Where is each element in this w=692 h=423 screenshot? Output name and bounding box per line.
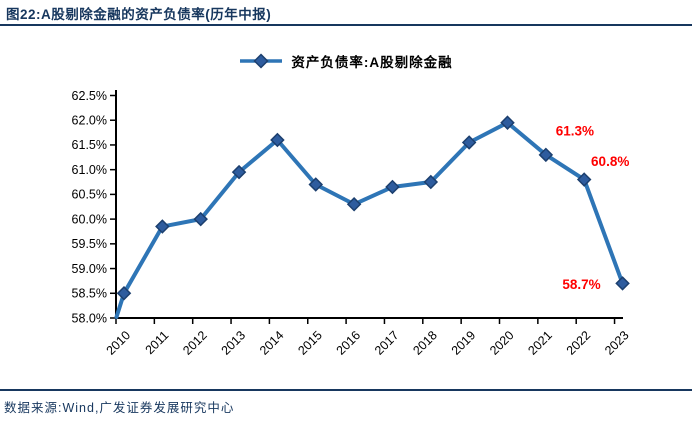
legend-line-marker-icon [240, 53, 283, 69]
y-axis-tick-label: 59.5% [72, 237, 107, 251]
x-axis-tick-label: 2023 [602, 328, 632, 358]
x-axis-tick-label: 2019 [449, 328, 479, 358]
y-axis-tick-label: 62.0% [72, 114, 107, 128]
x-axis-tick-label: 2012 [180, 328, 210, 358]
data-point-marker [538, 147, 554, 163]
x-axis-tick-label: 2015 [295, 328, 325, 358]
x-axis-tick-label: 2017 [372, 328, 402, 358]
footer-divider [0, 389, 692, 391]
data-point-marker [615, 276, 630, 291]
y-axis-tick-label: 58.5% [72, 287, 107, 301]
x-axis-tick-label: 2016 [334, 328, 364, 358]
legend-series-label: 资产负债率:A股剔除金融 [291, 55, 453, 70]
figure-title: 图22:A股剔除金融的资产负债率(历年中报) [6, 7, 272, 22]
data-source-note: 数据来源:Wind,广发证券发展研究中心 [4, 401, 235, 415]
data-point-marker [308, 177, 324, 192]
annotation-label: 60.8% [591, 154, 629, 169]
data-point-marker [423, 174, 439, 190]
x-axis-tick-label: 2011 [143, 328, 172, 357]
x-axis-tick-label: 2018 [410, 328, 440, 358]
data-point-marker [193, 211, 208, 227]
x-axis-tick-label: 2022 [564, 328, 594, 358]
y-axis-tick-label: 61.0% [72, 163, 107, 177]
y-axis-tick-label: 61.5% [72, 138, 107, 152]
title-divider [0, 24, 692, 26]
y-axis-tick-label: 59.0% [72, 262, 107, 276]
x-axis-tick-label: 2021 [525, 328, 555, 358]
annotation-label: 61.3% [556, 123, 594, 138]
data-point-marker [270, 132, 285, 148]
x-axis-tick-label: 2013 [219, 328, 249, 358]
y-axis-tick-label: 62.5% [72, 89, 107, 103]
data-point-marker [346, 197, 362, 212]
y-axis-tick-label: 58.0% [72, 311, 107, 325]
data-point-marker [231, 164, 247, 180]
annotation-label: 58.7% [562, 277, 600, 292]
y-axis-tick-label: 60.0% [72, 212, 107, 226]
data-point-marker [116, 286, 132, 301]
data-point-marker [385, 179, 400, 195]
data-point-marker [576, 172, 592, 187]
x-axis-tick-label: 2014 [257, 328, 287, 358]
y-axis-tick-label: 60.5% [72, 188, 107, 202]
data-point-marker [155, 219, 170, 234]
data-point-marker [500, 115, 515, 130]
x-axis-tick-label: 2020 [487, 328, 517, 358]
data-point-marker [461, 135, 477, 150]
x-axis-tick-label: 2010 [104, 328, 134, 358]
chart-legend: 资产负债率:A股剔除金融 [0, 51, 692, 71]
